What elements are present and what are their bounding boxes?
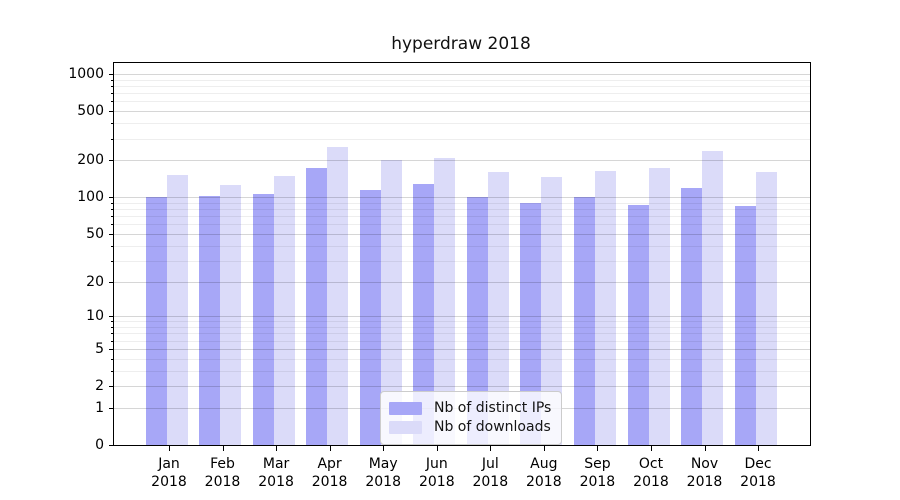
x-tick xyxy=(651,446,652,451)
y-tick-minor xyxy=(111,202,114,204)
bars-layer xyxy=(114,63,810,445)
y-tick xyxy=(109,316,114,318)
bar-nb-of-distinct-ips xyxy=(520,202,542,445)
bar-nb-of-downloads xyxy=(380,160,402,445)
x-tick-label: Sep 2018 xyxy=(579,456,616,490)
y-tick-minor xyxy=(111,224,114,226)
y-tick xyxy=(109,233,114,235)
y-tick-label: 0 xyxy=(95,437,104,453)
bar-nb-of-distinct-ips xyxy=(734,206,756,445)
x-tick xyxy=(276,446,278,451)
bar-nb-of-distinct-ips xyxy=(252,193,274,445)
x-tick-label: Aug 2018 xyxy=(525,456,562,490)
y-tick-label: 10 xyxy=(86,308,104,325)
y-tick xyxy=(109,348,114,350)
y-tick-minor xyxy=(111,260,114,262)
y-tick xyxy=(109,197,114,199)
bar-nb-of-downloads xyxy=(327,147,349,445)
chart-title: hyperdraw 2018 xyxy=(391,34,531,54)
bar-nb-of-distinct-ips xyxy=(145,197,167,445)
x-tick xyxy=(490,446,492,451)
legend-swatch-distinct-ips xyxy=(389,401,422,415)
y-tick-minor xyxy=(111,340,114,342)
bar-nb-of-distinct-ips xyxy=(359,189,381,445)
y-tick-minor xyxy=(111,123,114,125)
y-tick-label: 500 xyxy=(77,103,104,120)
y-tick-minor xyxy=(111,209,114,210)
y-tick-label: 2 xyxy=(95,378,104,394)
bar-nb-of-downloads xyxy=(487,172,509,445)
bar-nb-of-distinct-ips xyxy=(413,184,435,445)
legend-label-distinct-ips: Nb of distinct IPs xyxy=(434,400,552,416)
y-tick-label: 1000 xyxy=(68,66,104,82)
y-tick xyxy=(109,407,114,409)
y-tick xyxy=(109,74,114,75)
y-tick xyxy=(109,281,114,283)
x-tick xyxy=(704,446,706,451)
x-tick-label: Oct 2018 xyxy=(633,456,669,490)
x-tick-label: Jul 2018 xyxy=(472,456,509,490)
y-tick-minor xyxy=(111,327,114,328)
y-tick xyxy=(109,445,114,446)
y-tick-minor xyxy=(111,321,114,323)
y-tick-minor xyxy=(111,370,114,372)
x-tick-label: Feb 2018 xyxy=(204,456,241,490)
y-tick-label: 1 xyxy=(95,399,104,416)
x-tick xyxy=(383,446,385,451)
x-tick-label: Mar 2018 xyxy=(258,456,294,490)
bar-nb-of-downloads xyxy=(541,177,563,445)
y-tick-minor xyxy=(111,358,114,360)
y-tick-minor xyxy=(111,93,114,95)
x-tick-label: Dec 2018 xyxy=(740,456,776,490)
y-tick-minor xyxy=(111,333,114,335)
legend: Nb of distinct IPs Nb of downloads xyxy=(380,391,563,445)
x-tick xyxy=(436,446,438,451)
bar-nb-of-downloads xyxy=(648,168,670,445)
y-tick-minor xyxy=(111,216,114,218)
y-tick-label: 200 xyxy=(77,152,104,169)
legend-label-downloads: Nb of downloads xyxy=(434,419,551,435)
bar-nb-of-distinct-ips xyxy=(306,168,328,445)
x-tick-label: Apr 2018 xyxy=(311,456,348,490)
bar-nb-of-distinct-ips xyxy=(681,188,702,445)
y-tick xyxy=(109,111,114,113)
legend-row: Nb of distinct IPs xyxy=(389,400,551,416)
bar-nb-of-distinct-ips xyxy=(573,197,595,445)
y-tick xyxy=(109,160,114,162)
x-tick-label: Nov 2018 xyxy=(686,456,723,490)
bar-nb-of-downloads xyxy=(220,185,241,445)
x-tick-label: Jan 2018 xyxy=(151,456,187,490)
bar-nb-of-downloads xyxy=(166,174,188,445)
bar-nb-of-distinct-ips xyxy=(627,204,649,445)
bar-nb-of-downloads xyxy=(434,157,456,445)
y-tick-label: 50 xyxy=(86,225,104,242)
bar-nb-of-downloads xyxy=(594,171,616,445)
x-tick xyxy=(597,446,599,451)
legend-swatch-downloads xyxy=(389,420,422,434)
bar-nb-of-downloads xyxy=(755,172,777,445)
x-tick xyxy=(222,446,224,451)
x-tick xyxy=(758,446,759,451)
y-tick-minor xyxy=(111,79,114,81)
bar-nb-of-distinct-ips xyxy=(466,197,488,445)
y-tick-label: 20 xyxy=(86,273,104,290)
plot-area: Nb of distinct IPs Nb of downloads 0 1 2 5 1… xyxy=(68,62,811,490)
bar-nb-of-distinct-ips xyxy=(199,195,220,445)
y-tick-label: 5 xyxy=(95,340,104,357)
y-tick-label: 100 xyxy=(77,189,104,206)
y-tick-minor xyxy=(111,138,114,140)
legend-row: Nb of downloads xyxy=(389,419,551,435)
y-tick-minor xyxy=(111,86,114,87)
bar-nb-of-downloads xyxy=(702,150,723,445)
x-tick-label: Jun 2018 xyxy=(418,456,455,490)
x-tick xyxy=(543,446,545,451)
y-tick xyxy=(109,386,114,387)
y-tick-minor xyxy=(111,101,114,103)
x-tick xyxy=(169,446,170,451)
x-tick xyxy=(329,446,331,451)
y-tick-minor xyxy=(111,245,114,247)
bar-nb-of-downloads xyxy=(273,175,295,445)
x-tick-label: May 2018 xyxy=(365,456,401,490)
